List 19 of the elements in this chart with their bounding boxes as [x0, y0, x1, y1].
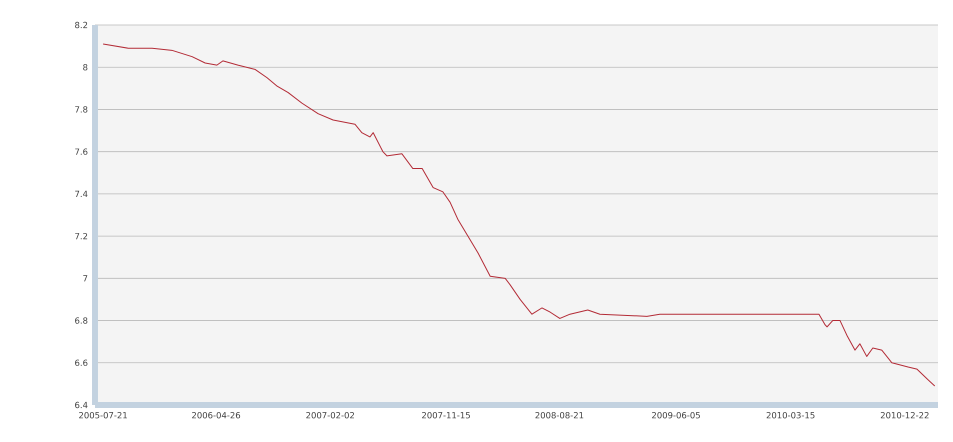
y-tick-label: 8	[83, 64, 88, 70]
y-tick-label: 7.4	[75, 190, 88, 197]
x-tick-label: 2006-04-26	[192, 412, 240, 418]
line-series	[102, 43, 936, 386]
x-tick-label: 2005-07-21	[79, 412, 127, 418]
y-tick-label: 7	[83, 275, 88, 282]
x-tick-label: 2007-11-15	[422, 412, 470, 418]
x-tick-label: 2009-06-05	[652, 412, 700, 418]
y-tick-label: 6.6	[75, 360, 88, 366]
y-tick-label: 7.2	[75, 232, 88, 240]
x-tick-label: 2010-03-15	[766, 412, 814, 418]
y-tick-label: 6.8	[75, 317, 88, 324]
y-tick-label: 7.6	[75, 148, 88, 155]
x-tick-label: 2010-12-22	[880, 412, 929, 418]
x-tick-label: 2007-02-02	[306, 412, 354, 418]
y-tick-label: 7.8	[75, 106, 88, 113]
x-tick-label: 2008-08-21	[535, 412, 584, 418]
y-tick-label: 8.2	[75, 22, 88, 28]
y-tick-label: 6.4	[75, 402, 88, 408]
